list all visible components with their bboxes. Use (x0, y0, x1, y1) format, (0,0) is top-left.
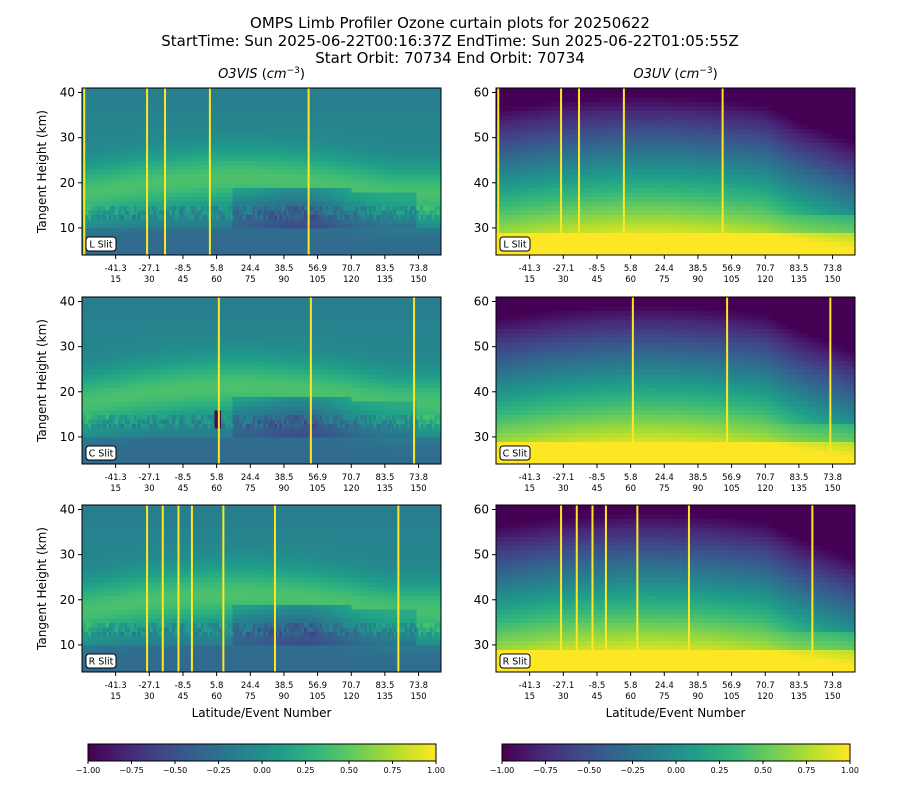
figure-title-line-1: OMPS Limb Profiler Ozone curtain plots f… (250, 14, 650, 32)
figure: OMPS Limb Profiler Ozone curtain plots f… (0, 0, 900, 800)
panel-o3vis-l-slit: 10203040-41.315-27.130-8.5455.86024.4753… (60, 86, 442, 285)
panels: 10203040-41.315-27.130-8.5455.86024.4753… (60, 86, 856, 702)
figure-title-line-3: Start Orbit: 70734 End Orbit: 70734 (315, 49, 585, 67)
figure-title-line-2: StartTime: Sun 2025-06-22T00:16:37Z EndT… (161, 32, 739, 50)
figure-title: OMPS Limb Profiler Ozone curtain plots f… (161, 14, 739, 67)
heatmap-cells (82, 88, 442, 256)
